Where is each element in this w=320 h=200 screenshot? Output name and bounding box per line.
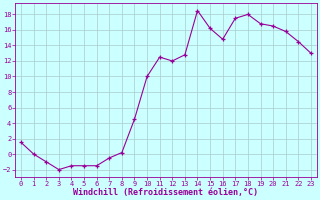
X-axis label: Windchill (Refroidissement éolien,°C): Windchill (Refroidissement éolien,°C)	[74, 188, 259, 197]
